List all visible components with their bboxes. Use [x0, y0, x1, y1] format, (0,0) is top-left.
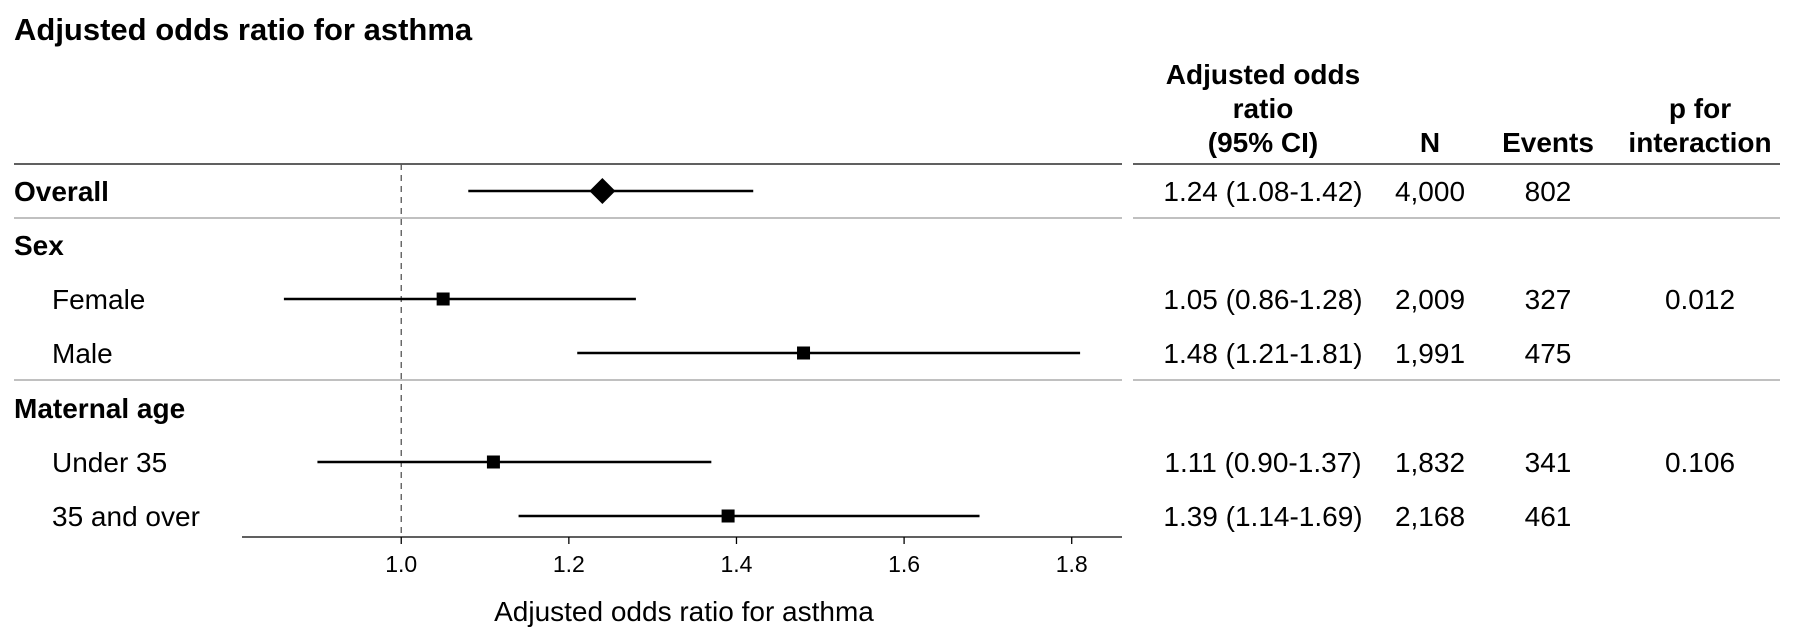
chart-title: Adjusted odds ratio for asthma [14, 12, 473, 47]
or-ci-value: 1.05 (0.86-1.28) [1163, 284, 1362, 315]
plot-area [283, 164, 1081, 537]
x-axis: 1.0 1.2 1.4 1.6 1.8 Adjusted odds ratio for a… [242, 536, 1122, 627]
x-axis-label: Adjusted odds ratio for asthma [494, 596, 874, 627]
events-value: 461 [1525, 501, 1572, 532]
events-value: 341 [1525, 447, 1572, 478]
point-estimate-square [436, 292, 450, 306]
events-value: 802 [1525, 176, 1572, 207]
header-or-ci-line: ratio [1233, 93, 1294, 124]
or-ci-value: 1.11 (0.90-1.37) [1164, 447, 1361, 478]
row-label: Under 35 [52, 447, 167, 478]
point-estimate-square [797, 346, 811, 360]
n-value: 2,009 [1395, 284, 1465, 315]
row-label: 35 and over [52, 501, 200, 532]
n-value: 1,832 [1395, 447, 1465, 478]
p-interaction-value: 0.012 [1665, 284, 1735, 315]
header-p-line: interaction [1628, 127, 1771, 158]
p-interaction-value: 0.106 [1665, 447, 1735, 478]
x-tick-label: 1.6 [888, 551, 920, 577]
n-value: 4,000 [1395, 176, 1465, 207]
header-or-ci-line: (95% CI) [1208, 127, 1318, 158]
point-estimate-diamond [589, 178, 616, 204]
events-value: 475 [1525, 338, 1572, 369]
header-p-line: p for [1669, 93, 1731, 124]
point-estimate-square [721, 509, 735, 523]
row-label: Maternal age [14, 393, 185, 424]
divider-lines [14, 163, 1780, 381]
n-value: 1,991 [1395, 338, 1465, 369]
events-value: 327 [1525, 284, 1572, 315]
header-events: Events [1502, 127, 1594, 158]
n-value: 2,168 [1395, 501, 1465, 532]
row-label: Sex [14, 230, 64, 261]
x-tick-label: 1.4 [720, 551, 752, 577]
or-ci-value: 1.48 (1.21-1.81) [1163, 338, 1362, 369]
header-or-ci-line: Adjusted odds [1166, 59, 1360, 90]
x-tick-label: 1.8 [1056, 551, 1088, 577]
header-n: N [1420, 127, 1440, 158]
x-tick-label: 1.2 [553, 551, 585, 577]
point-estimate-square [486, 455, 500, 469]
row-label: Overall [14, 176, 109, 207]
or-ci-value: 1.39 (1.14-1.69) [1163, 501, 1362, 532]
or-ci-value: 1.24 (1.08-1.42) [1163, 176, 1362, 207]
row-label: Female [52, 284, 145, 315]
row-label: Male [52, 338, 113, 369]
table-rows: Overall 1.24 (1.08-1.42) 4,000 802 Sex Female… [14, 176, 1735, 532]
x-tick-label: 1.0 [385, 551, 417, 577]
